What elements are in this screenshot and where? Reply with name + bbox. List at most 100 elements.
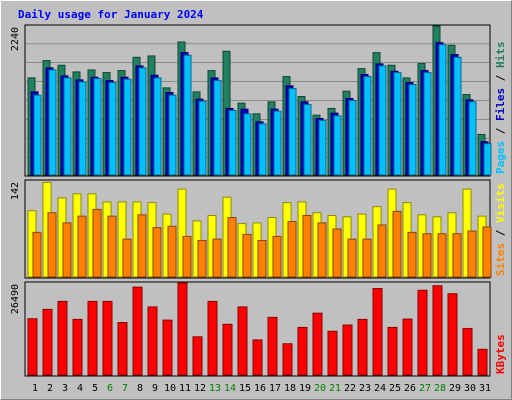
bar-pages-day-16 (258, 123, 267, 176)
bar-pages-day-28 (438, 44, 447, 176)
bar-sites-day-25 (392, 210, 402, 278)
bar-pages-day-7 (123, 78, 132, 176)
bar-kbytes-day-29 (447, 293, 458, 376)
bar-sites-day-24 (377, 224, 387, 278)
bar-sites-day-3 (62, 222, 72, 278)
x-tick-label-day-2: 2 (47, 383, 53, 394)
x-tick-label-day-9: 9 (152, 383, 158, 394)
bar-pages-day-13 (213, 80, 222, 176)
x-tick-label-day-25: 25 (389, 383, 401, 394)
bar-kbytes-day-23 (357, 318, 368, 376)
x-tick-label-day-16: 16 (254, 383, 266, 394)
x-tick-label-day-22: 22 (344, 383, 356, 394)
x-tick-label-day-17: 17 (269, 383, 281, 394)
bar-pages-day-20 (318, 119, 327, 176)
x-tick-label-day-3: 3 (62, 383, 68, 394)
bar-kbytes-day-16 (252, 339, 263, 376)
bar-kbytes-day-10 (162, 319, 173, 376)
bar-sites-day-26 (407, 231, 417, 278)
label-separator: / (494, 68, 507, 88)
bar-sites-day-1 (32, 231, 42, 278)
x-tick-label-day-29: 29 (449, 383, 461, 394)
bar-kbytes-day-7 (117, 322, 128, 376)
series-label-pages: Pages (494, 141, 507, 174)
bar-pages-day-26 (408, 84, 417, 176)
y-max-tick-label: 2240 (10, 27, 21, 51)
bar-pages-day-8 (138, 67, 147, 176)
bar-sites-day-14 (227, 217, 237, 278)
x-tick-label-day-27: 27 (419, 383, 431, 394)
bar-kbytes-day-19 (297, 326, 308, 376)
bar-pages-day-6 (108, 82, 117, 176)
x-tick-label-day-18: 18 (284, 383, 296, 394)
chart-panel-3: 26490 KBytes (10, 281, 507, 377)
bar-kbytes-day-25 (387, 326, 398, 376)
bar-sites-day-7 (122, 238, 132, 278)
bar-kbytes-day-30 (462, 327, 473, 376)
bar-sites-day-10 (167, 225, 177, 278)
bar-pages-day-11 (183, 54, 192, 176)
bar-pages-day-23 (363, 76, 372, 176)
bar-sites-day-5 (92, 208, 102, 278)
series-axis-label: Sites / Visits (494, 183, 507, 276)
bar-pages-day-25 (393, 72, 402, 176)
y-max-tick-label: 26490 (10, 284, 21, 314)
bar-kbytes-day-12 (192, 336, 203, 376)
bar-kbytes-day-27 (417, 289, 428, 376)
bar-sites-day-23 (362, 238, 372, 278)
bar-pages-day-19 (303, 103, 312, 176)
bar-pages-day-17 (273, 110, 282, 176)
bar-sites-day-16 (257, 239, 267, 278)
bar-sites-day-30 (467, 230, 477, 278)
bar-kbytes-day-31 (477, 348, 488, 376)
bar-pages-day-22 (348, 100, 357, 176)
bar-kbytes-day-24 (372, 288, 383, 376)
bar-sites-day-19 (302, 214, 312, 278)
bar-kbytes-day-4 (72, 318, 83, 376)
bar-pages-day-3 (63, 77, 72, 176)
bar-sites-day-18 (287, 221, 297, 278)
bar-sites-day-8 (137, 214, 147, 278)
bar-kbytes-day-3 (57, 300, 68, 376)
series-label-files: Files (494, 88, 507, 121)
x-tick-label-day-23: 23 (359, 383, 371, 394)
bar-sites-day-31 (482, 226, 492, 278)
x-tick-label-day-12: 12 (194, 383, 206, 394)
series-label-hits: Hits (494, 42, 507, 69)
x-tick-label-day-5: 5 (92, 383, 98, 394)
bar-pages-day-1 (33, 94, 42, 176)
series-label-kbytes: KBytes (494, 334, 507, 374)
bar-pages-day-29 (453, 56, 462, 176)
x-tick-label-day-7: 7 (122, 383, 128, 394)
x-tick-label-day-14: 14 (224, 383, 236, 394)
x-tick-label-day-8: 8 (137, 383, 143, 394)
x-tick-label-day-6: 6 (107, 383, 113, 394)
bar-pages-day-15 (243, 113, 252, 176)
x-tick-label-day-13: 13 (209, 383, 221, 394)
bar-sites-day-2 (47, 212, 57, 278)
bar-kbytes-day-6 (102, 300, 113, 376)
bar-kbytes-day-9 (147, 306, 158, 376)
bar-pages-day-14 (228, 109, 237, 176)
bar-pages-day-18 (288, 88, 297, 176)
x-axis-labels: 1 2 3 4 5 6 7 8 9 10 11 12 13 14 15 16 17 18 19 20 21 22 23 24 2… (32, 383, 491, 394)
bar-pages-day-9 (153, 77, 162, 176)
x-tick-label-day-10: 10 (164, 383, 176, 394)
x-tick-label-day-21: 21 (329, 383, 341, 394)
x-tick-label-day-20: 20 (314, 383, 326, 394)
chart-title: Daily usage for January 2024 (18, 8, 204, 21)
x-tick-label-day-24: 24 (374, 383, 386, 394)
x-tick-label-day-26: 26 (404, 383, 416, 394)
series-axis-label: Pages / Files / Hits (494, 42, 507, 175)
x-tick-label-day-30: 30 (464, 383, 476, 394)
bar-pages-day-30 (468, 101, 477, 176)
bar-kbytes-day-28 (432, 285, 443, 376)
bar-pages-day-5 (93, 78, 102, 176)
bar-kbytes-day-8 (132, 286, 143, 376)
bar-kbytes-day-15 (237, 306, 248, 376)
bar-kbytes-day-20 (312, 312, 323, 376)
chart-panel-2: 142 Sites / Visits (10, 179, 507, 279)
bar-kbytes-day-18 (282, 343, 293, 376)
bar-sites-day-15 (242, 233, 252, 278)
bar-pages-day-24 (378, 65, 387, 176)
